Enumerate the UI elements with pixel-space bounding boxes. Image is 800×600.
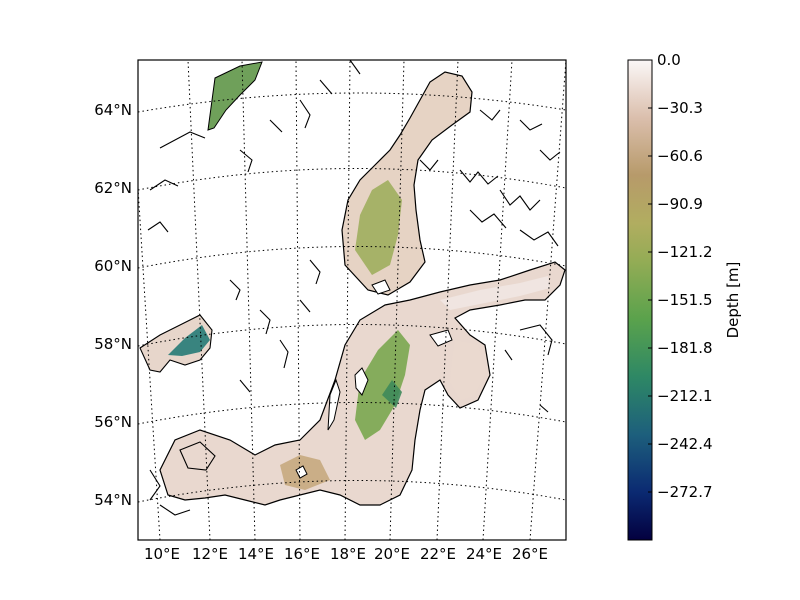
gotland-island [354,367,369,396]
colorbar: 0.0 −30.3 −60.6 −90.9 −121.2 −151.5 −181… [627,51,742,541]
bornholm-island [295,465,308,479]
deep-patch-gotland [355,330,410,440]
graticule [138,60,566,540]
deep-patch-skagerrak [168,325,210,356]
colorbar-tick-label: −151.5 [657,291,713,309]
lat-label: 64°N [94,101,132,119]
colorbar-tick-label: 0.0 [657,51,681,69]
lon-label: 18°E [330,545,366,563]
lat-label: 62°N [94,179,132,197]
lon-label: 14°E [238,545,274,563]
lon-label: 12°E [192,545,228,563]
colorbar-tick-label: −181.8 [657,339,713,357]
lat-label: 54°N [94,491,132,509]
longitude-labels: 10°E 12°E 14°E 16°E 18°E 20°E 22°E 24°E … [144,545,548,563]
lon-label: 22°E [420,545,456,563]
colorbar-tick-label: −121.2 [657,243,713,261]
lat-label: 58°N [94,335,132,353]
lon-label: 10°E [144,545,180,563]
colorbar-tick-label: −242.4 [657,435,713,453]
lon-label: 20°E [374,545,410,563]
map-panel: 64°N 62°N 60°N 58°N 56°N 54°N 10°E 12°E … [94,59,567,563]
colorbar-tick-labels: 0.0 −30.3 −60.6 −90.9 −121.2 −151.5 −181… [657,51,713,501]
parallel-54n [138,479,566,503]
shallow-patch-riga [450,340,486,400]
parallel-56n [138,401,566,425]
islands [295,279,453,479]
map-frame [137,59,567,541]
lat-label: 60°N [94,257,132,275]
colorbar-tick-label: −30.3 [657,99,703,117]
colorbar-tick-label: −272.7 [657,483,713,501]
colorbar-tick-label: −60.6 [657,147,703,165]
aland-islands [371,279,391,295]
parallel-62n [138,167,566,191]
saaremaa-island [429,329,453,347]
latitude-labels: 64°N 62°N 60°N 58°N 56°N 54°N [94,101,132,509]
kattegat [139,314,213,373]
lon-label: 16°E [284,545,320,563]
oland-island [327,378,341,431]
colorbar-tick-label: −90.9 [657,195,703,213]
colorbar-tick-label: −212.1 [657,387,713,405]
meridian-24e [482,60,513,540]
parallel-58n [138,323,566,347]
shallow-patch-gulf-finland [440,276,550,310]
colorbar-ticks [648,59,652,493]
lat-label: 56°N [94,413,132,431]
lon-label: 24°E [466,545,502,563]
norwegian-coast-strip [207,61,263,131]
deep-patch-landsort [382,380,402,408]
parallel-60n [138,245,566,269]
deep-patch-bothnian [355,180,402,275]
colorbar-label: Depth [m] [724,262,742,339]
meridian-26e [529,60,566,540]
lon-label: 26°E [512,545,548,563]
